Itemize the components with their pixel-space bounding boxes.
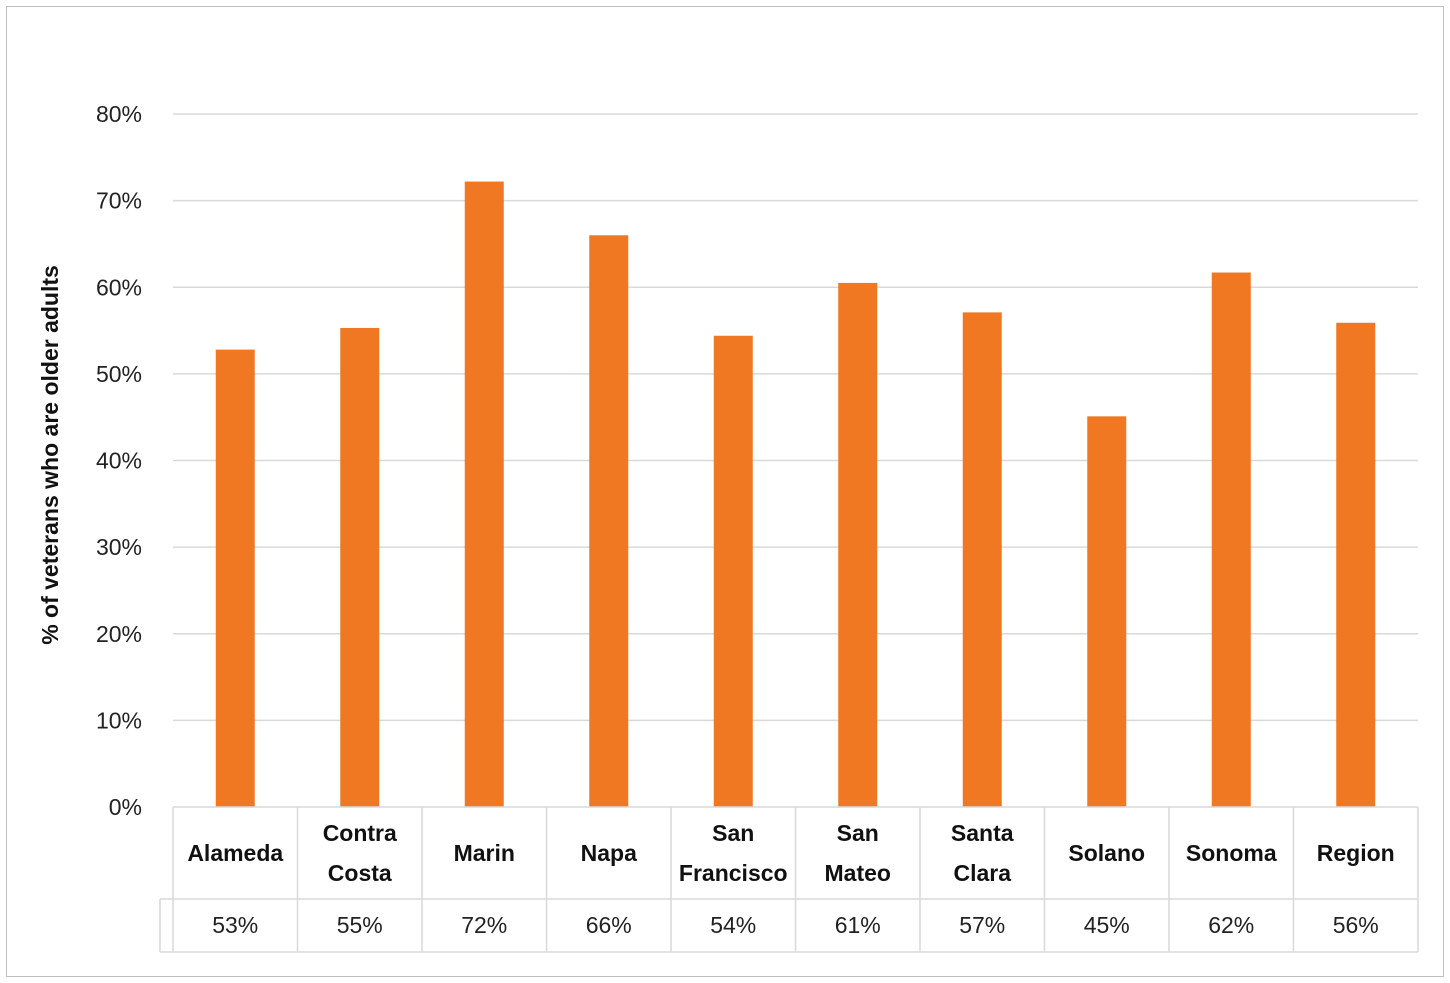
bar [215,349,255,807]
y-tick-label: 40% [96,448,142,474]
bar [838,282,878,807]
bar [340,327,380,807]
y-tick-label: 50% [96,361,142,387]
category-label: Alameda [187,840,283,866]
bars [215,181,1376,807]
data-table-value: 72% [461,912,507,938]
y-tick-label: 20% [96,621,142,647]
bar [589,235,629,807]
bar [962,312,1002,807]
data-table-value: 57% [959,912,1005,938]
category-label: Sonoma [1186,840,1277,866]
bar [1336,322,1376,807]
y-tick-label: 60% [96,274,142,300]
data-table-value: 55% [337,912,383,938]
labels: 0% 10% 20% 30% 40% 50% 60% 70% 80% Alameda Contra C… [96,101,1395,938]
category-label: Napa [581,840,637,866]
bar [713,335,753,807]
gridlines [173,113,1418,722]
y-tick-label: 80% [96,101,142,127]
y-tick-label: 10% [96,707,142,733]
y-tick-label: 0% [109,794,142,820]
category-label: Solano [1068,840,1145,866]
category-label: Costa [328,860,392,886]
category-label: Santa [951,820,1014,846]
category-label: Contra [323,820,397,846]
category-label: Mateo [825,860,891,886]
data-table-value: 53% [212,912,258,938]
chart-frame [6,6,1444,977]
y-tick-label: 30% [96,534,142,560]
data-table-value: 62% [1208,912,1254,938]
data-table [159,806,1419,953]
data-table-value: 54% [710,912,756,938]
bar [464,181,504,807]
bar [1211,272,1251,807]
data-table-value: 56% [1333,912,1379,938]
y-axis-title: % of veterans who are older adults [37,265,63,645]
category-label: Region [1317,840,1395,866]
data-table-value: 61% [835,912,881,938]
data-table-value: 66% [586,912,632,938]
category-label: Clara [953,860,1011,886]
category-label: San [712,820,754,846]
bar [1087,416,1127,807]
category-label: Marin [454,840,515,866]
category-label: San [837,820,879,846]
y-tick-label: 70% [96,188,142,214]
data-table-value: 45% [1084,912,1130,938]
category-label: Francisco [679,860,788,886]
